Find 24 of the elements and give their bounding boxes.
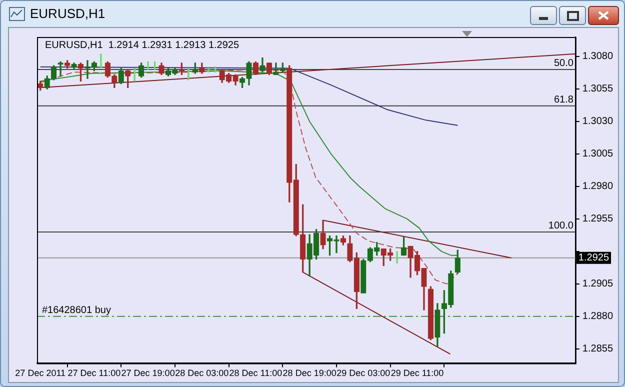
- y-tick-label: 1.2855: [582, 344, 614, 355]
- y-tick-label: 1.3005: [582, 148, 614, 160]
- x-tick-label: 27 Dec 19:00: [121, 368, 175, 378]
- y-tick-label: 1.3080: [582, 51, 614, 62]
- x-tick-label: 28 Dec 19:00: [282, 368, 336, 378]
- annotation: 1.2925: [578, 252, 610, 264]
- y-tick-label: 1.3030: [582, 116, 614, 128]
- chart-title: EURUSD,H1: [30, 6, 106, 21]
- y-tick-label: 1.2905: [582, 278, 614, 290]
- annotation: 100.0: [548, 220, 574, 232]
- y-tick-label: 1.2955: [582, 214, 614, 225]
- annotation: 50.0: [554, 58, 574, 70]
- x-tick-label: 29 Dec 11:00: [390, 368, 444, 378]
- x-tick-label: 27 Dec 11:00: [68, 368, 121, 378]
- ref-line-label: #16428601 buy: [42, 305, 111, 316]
- x-tick-label: 28 Dec 11:00: [229, 368, 282, 378]
- x-tick-label: 28 Dec 03:00: [175, 368, 229, 378]
- y-tick-label: 1.2880: [582, 311, 614, 322]
- annotation: 61.8: [554, 94, 574, 106]
- y-tick-label: 1.2980: [582, 181, 614, 192]
- chart-subtitle: EURUSD,H1 1.2914 1.2931 1.2913 1.2925: [45, 40, 240, 51]
- x-tick-label: 29 Dec 03:00: [336, 368, 390, 378]
- y-tick-label: 1.3055: [582, 84, 614, 95]
- x-tick-label: 27 Dec 2011: [15, 368, 66, 378]
